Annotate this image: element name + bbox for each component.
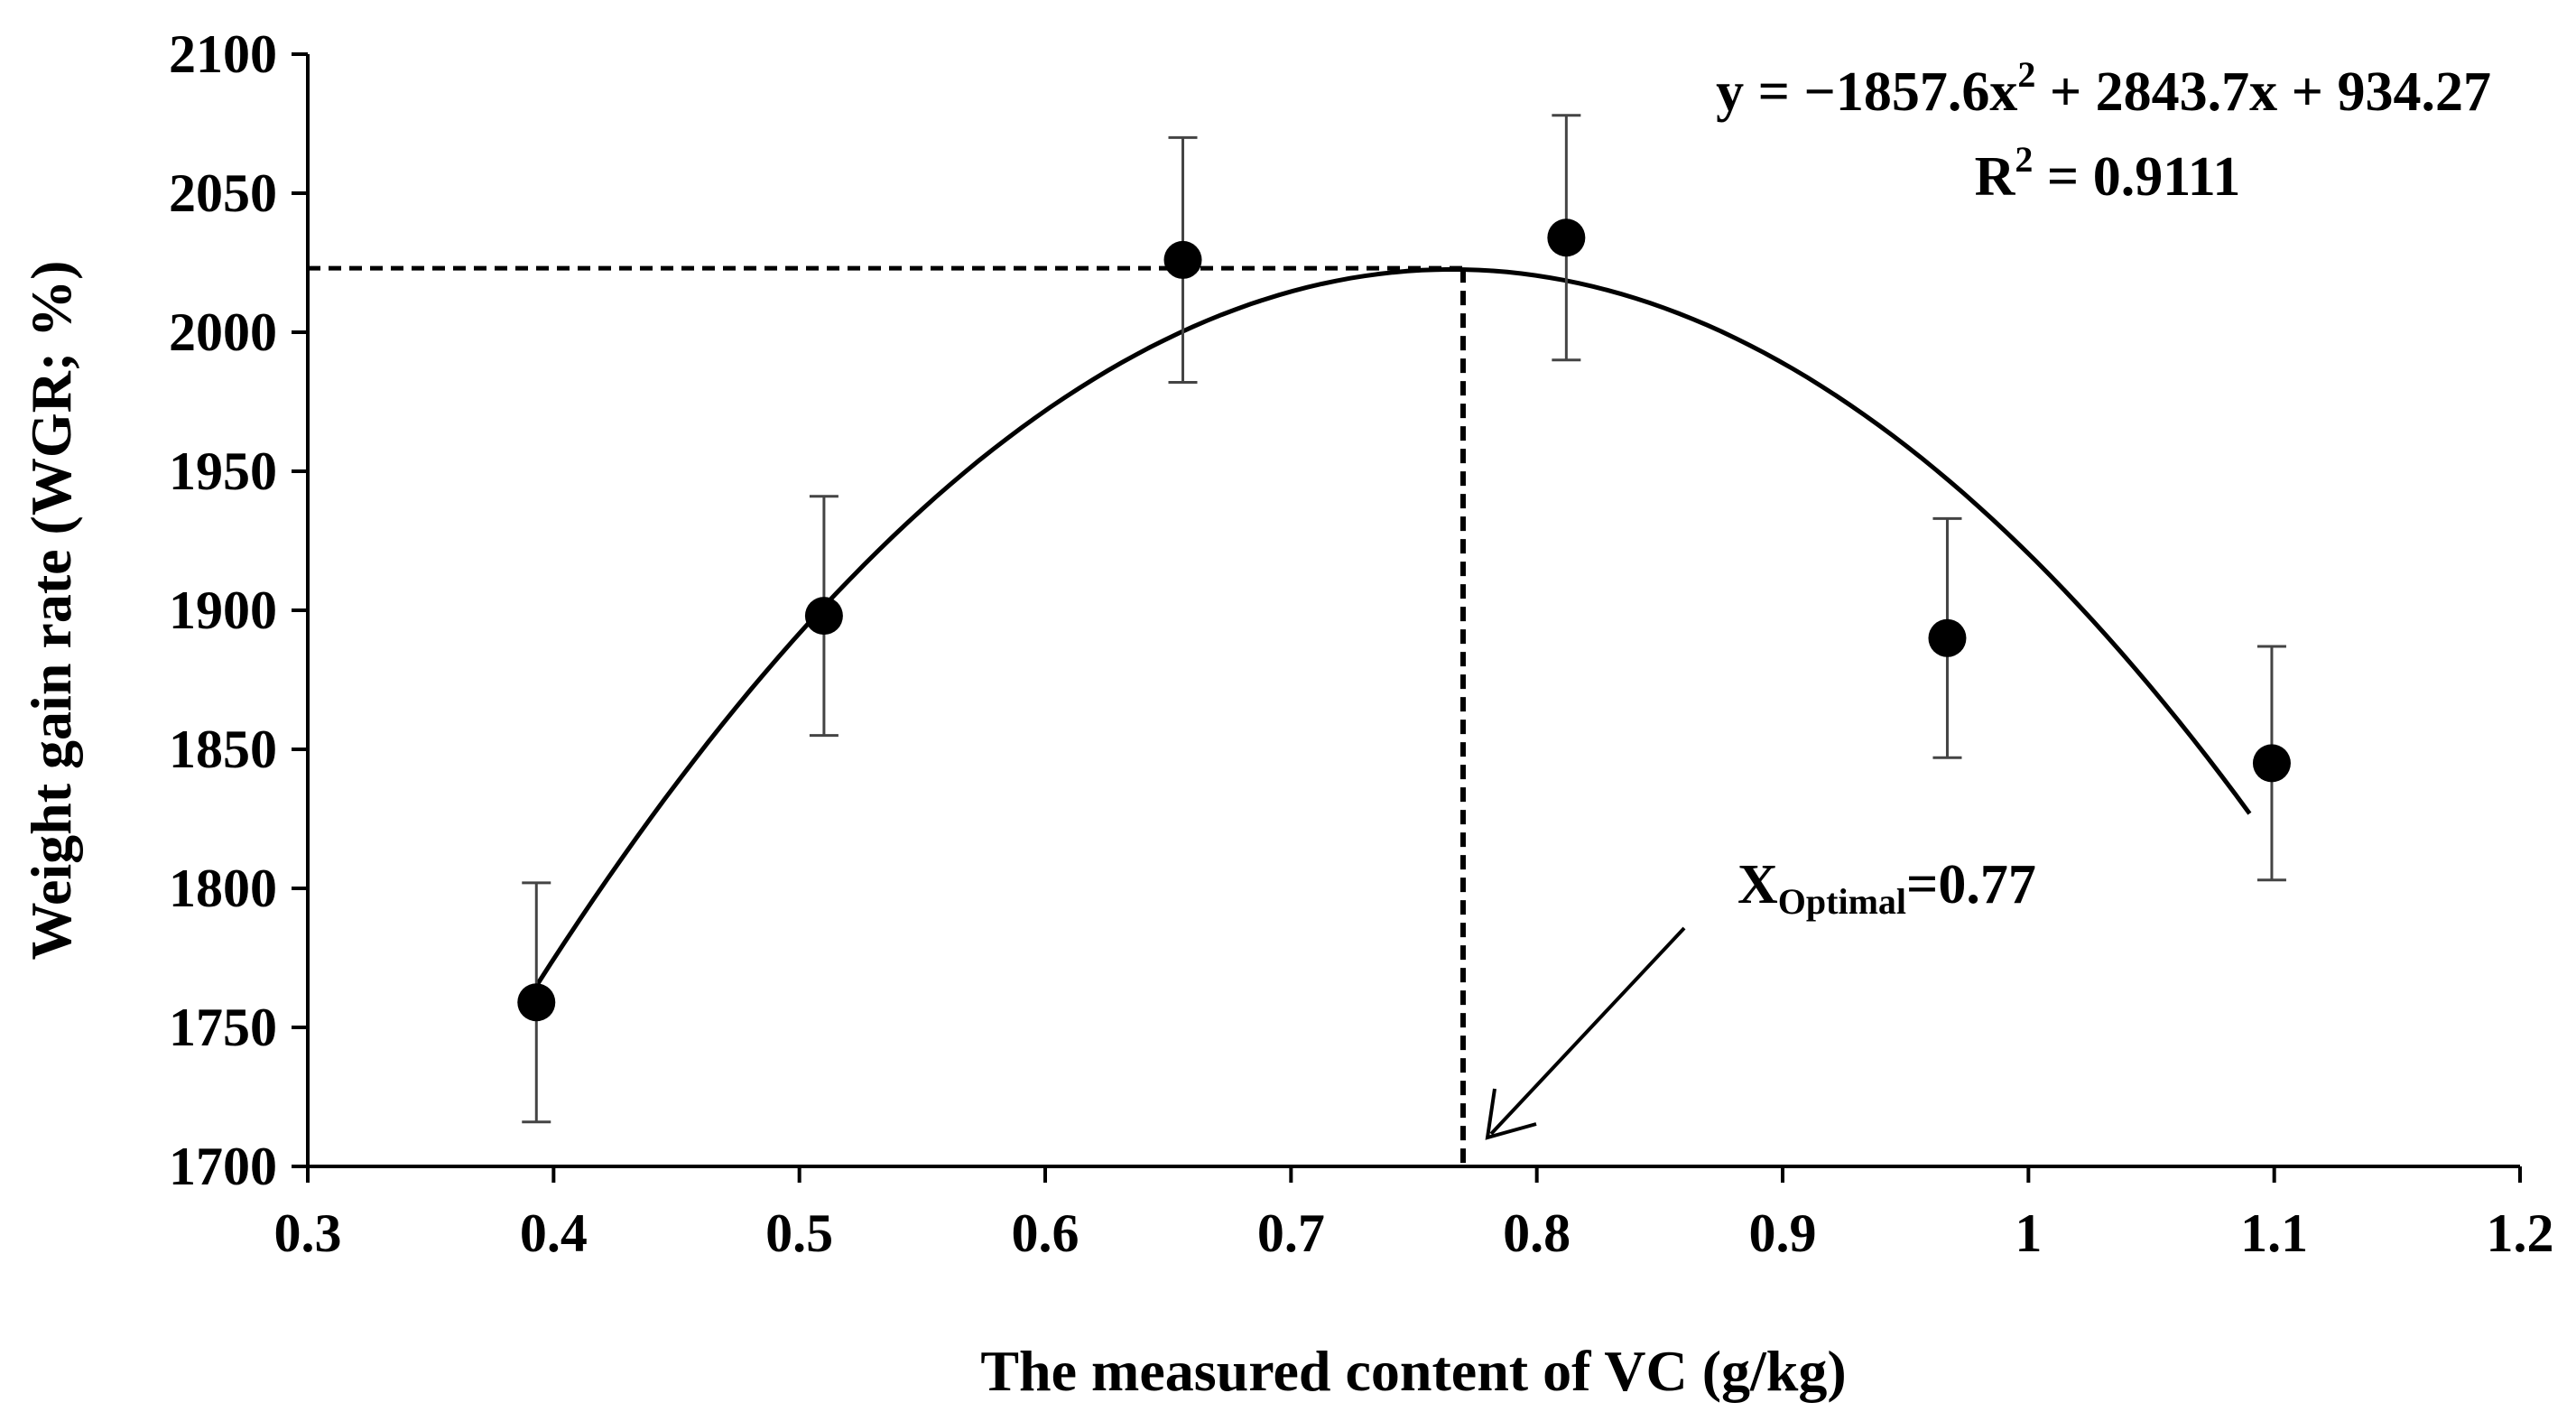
x-tick-label: 0.3 [274,1203,342,1263]
x-tick-label: 0.6 [1012,1203,1080,1263]
fit-equation: y = −1857.6x2 + 2843.7x + 934.27 [1716,54,2491,123]
y-ticks: 1700 1750 1800 1850 1900 1950 2000 2050 2100 [169,24,308,1196]
x-tick-label: 0.4 [520,1203,588,1263]
x-tick-label: 0.7 [1257,1203,1325,1263]
fit-equation-prefix: y = −1857.6x [1716,61,2017,123]
data-point [1928,618,1967,657]
fit-equation-exponent: 2 [2017,54,2035,95]
r2-exponent: 2 [2015,139,2033,180]
x-ticks: 0.3 0.4 0.5 0.6 0.7 0.8 0.9 1 1.1 1.2 [274,1166,2554,1263]
y-tick-label: 1750 [169,998,277,1057]
optimal-arrow-head [1485,1088,1537,1140]
optimal-label-main: X [1737,854,1778,915]
data-point [517,983,556,1022]
optimum-guides [308,265,1466,1166]
x-tick-label: 1.1 [2240,1203,2308,1263]
optimal-label-value: =0.77 [1906,854,2036,915]
optimal-label-sub: Optimal [1778,881,1906,922]
data-point [2252,744,2291,783]
y-tick-label: 1800 [169,859,277,918]
y-tick-label: 2100 [169,24,277,84]
r2-suffix: = 0.9111 [2033,146,2240,208]
y-tick-label: 1850 [169,720,277,779]
y-tick-label: 1900 [169,580,277,640]
x-axis-title: The measured content of VC (g/kg) [980,1339,1846,1403]
r-squared-label: R2 = 0.9111 [1975,139,2241,208]
x-tick-label: 1 [2015,1203,2042,1263]
y-tick-label: 1700 [169,1137,277,1196]
axes [306,54,2520,1168]
x-tick-label: 0.5 [765,1203,833,1263]
y-tick-label: 2050 [169,163,277,223]
x-tick-label: 0.8 [1503,1203,1571,1263]
x-tick-label: 0.9 [1749,1203,1817,1263]
r2-prefix: R [1975,146,2016,208]
optimal-arrow [1485,926,1686,1140]
data-points [517,218,2291,1022]
data-point [1547,218,1586,257]
x-tick-label: 1.2 [2487,1203,2554,1263]
y-axis-title: Weight gain rate (WGR; %) [19,261,83,961]
optimal-label: XOptimal=0.77 [1737,854,2036,922]
fit-equation-suffix: + 2843.7x + 934.27 [2035,61,2491,123]
y-tick-label: 2000 [169,302,277,362]
y-tick-label: 1950 [169,441,277,501]
optimal-arrow-shaft [1489,926,1686,1136]
data-point [1163,240,1202,279]
data-point [804,597,843,636]
